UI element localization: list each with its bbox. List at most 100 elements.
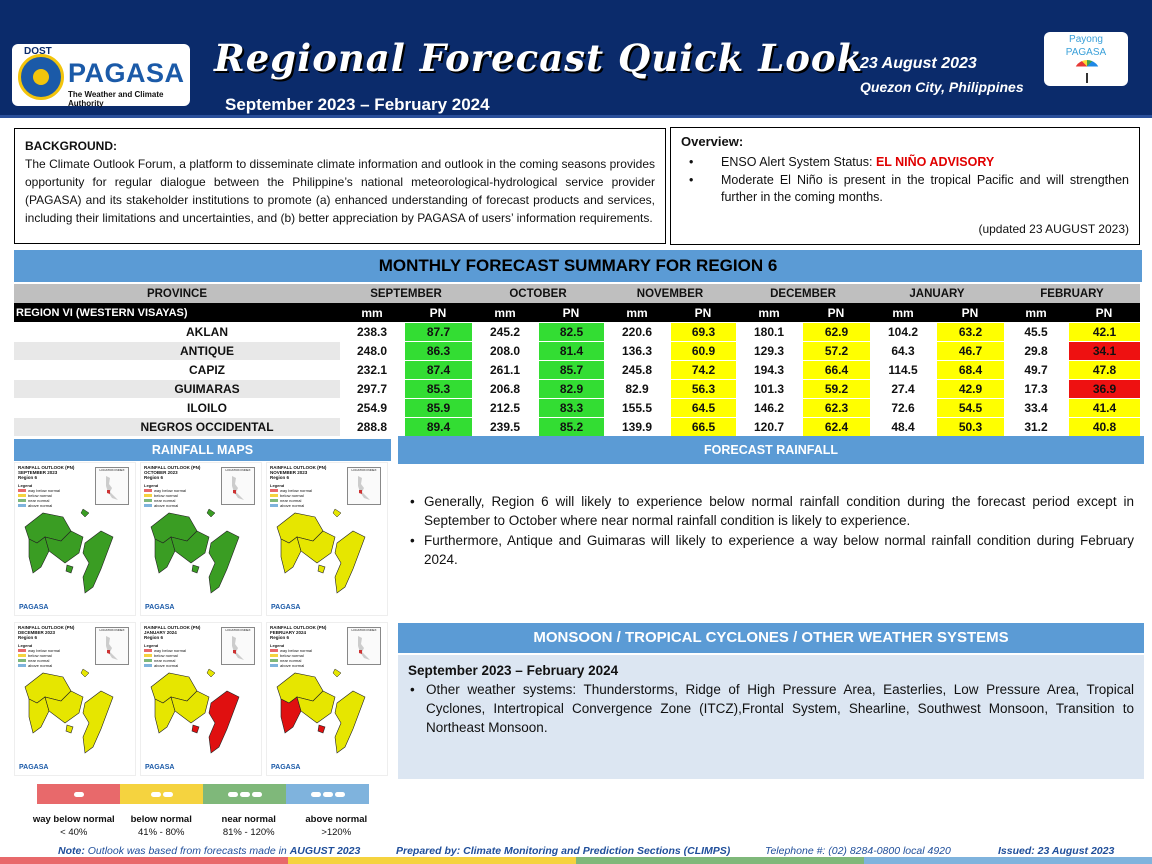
pn-cell: 41.4 — [1068, 398, 1140, 417]
legend-range: 41% - 80% — [138, 827, 185, 838]
map-legend: Legend way below normal below normal near n… — [18, 483, 60, 508]
pn-header: PN — [404, 303, 472, 322]
mm-cell: 120.7 — [736, 417, 802, 436]
stripe-blue — [864, 857, 1152, 864]
map-legend-label: above normal — [28, 663, 53, 668]
legend-swatch — [270, 489, 278, 493]
map-brand: PAGASA — [19, 764, 49, 771]
pn-cell: 46.7 — [936, 341, 1004, 360]
overview-item-elnino: Moderate El Niño is present in the tropi… — [681, 172, 1129, 206]
philippines-icon — [106, 636, 118, 660]
pn-cell: 81.4 — [538, 341, 604, 360]
mm-cell: 180.1 — [736, 322, 802, 341]
locator-label: LOCATION INDEX — [99, 628, 125, 632]
pn-cell: 57.2 — [802, 341, 870, 360]
rainfall-map: RAINFALL OUTLOOK (PN) FEBRUARY 2024 Region… — [266, 622, 388, 776]
locator-map: LOCATION INDEX — [347, 627, 381, 665]
stripe-red — [0, 857, 288, 864]
map-legend-label: way below normal — [154, 648, 187, 653]
legend-range: >120% — [321, 827, 352, 838]
map-legend: Legend way below normal below normal near n… — [270, 483, 312, 508]
mm-cell: 245.8 — [604, 360, 670, 379]
map-legend-label: near normal — [280, 658, 302, 663]
legend-label: way below normal — [32, 814, 115, 825]
cloud-icon — [150, 791, 161, 797]
payong-line1: Payong — [1069, 34, 1103, 45]
map-legend-title: Legend — [18, 643, 33, 648]
map-legend-label: below normal — [154, 493, 178, 498]
map-legend-label: way below normal — [280, 648, 313, 653]
overview-box: Overview: ENSO Alert System Status: EL N… — [670, 127, 1140, 245]
map-legend-row: way below normal — [270, 648, 312, 653]
map-title: RAINFALL OUTLOOK (PN) FEBRUARY 2024 Region… — [270, 625, 326, 640]
pn-header: PN — [802, 303, 870, 322]
map-legend-label: near normal — [280, 498, 302, 503]
region6-map-icon — [276, 668, 366, 754]
locator-map: LOCATION INDEX — [221, 467, 255, 505]
pn-cell: 64.5 — [670, 398, 736, 417]
footer-telephone: Telephone #: (02) 8284-0800 local 4920 — [765, 845, 951, 857]
mm-cell: 254.9 — [340, 398, 404, 417]
map-brand: PAGASA — [271, 604, 301, 611]
mm-cell: 29.8 — [1004, 341, 1068, 360]
legend-swatch — [144, 649, 152, 653]
map-month: OCTOBER 2023 — [144, 470, 178, 475]
map-legend-label: way below normal — [28, 648, 61, 653]
map-legend-label: way below normal — [28, 488, 61, 493]
category-legend-labels: way below normal < 40% below normal 41% - 8… — [30, 813, 380, 839]
map-legend-label: below normal — [28, 493, 52, 498]
table-row: AKLAN 238.3 87.7 245.2 82.5 220.6 69.3 180.1 62.… — [14, 322, 1140, 341]
locator-label: LOCATION INDEX — [225, 468, 251, 472]
pagasa-logo: DOST PAGASA The Weather and Climate Auth… — [12, 44, 190, 108]
legend-swatch — [203, 784, 286, 804]
logo-tagline: The Weather and Climate Authority — [68, 90, 164, 108]
pn-cell: 63.2 — [936, 322, 1004, 341]
list-item: Furthermore, Antique and Guimaras will l… — [408, 531, 1134, 569]
pn-cell: 34.1 — [1068, 341, 1140, 360]
mm-cell: 261.1 — [472, 360, 538, 379]
map-title-text: RAINFALL OUTLOOK (PN) — [270, 625, 327, 630]
payong-pagasa-logo: Payong PAGASA — [1044, 32, 1128, 86]
legend-swatch — [144, 664, 152, 668]
prepared-text: Prepared by: Climate Monitoring and Pred… — [396, 845, 731, 857]
region6-map-icon — [24, 508, 114, 594]
forecast-summary-table: PROVINCE SEPTEMBER OCTOBER NOVEMBER DECE… — [14, 284, 1140, 436]
map-legend-label: below normal — [280, 653, 304, 658]
province-cell: GUIMARAS — [14, 379, 340, 398]
province-cell: ILOILO — [14, 398, 340, 417]
header-date: 23 August 2023 — [860, 55, 977, 72]
logo-name: PAGASA — [68, 58, 185, 88]
cloud-icon — [310, 791, 321, 797]
pn-cell: 74.2 — [670, 360, 736, 379]
table-row: ANTIQUE 248.0 86.3 208.0 81.4 136.3 60.9 129.3 5… — [14, 341, 1140, 360]
legend-swatch — [144, 659, 152, 663]
cloud-icon — [239, 791, 250, 797]
legend-swatch — [144, 499, 152, 503]
background-text: The Climate Outlook Forum, a platform to… — [25, 157, 655, 225]
mm-cell: 238.3 — [340, 322, 404, 341]
locator-map: LOCATION INDEX — [95, 627, 129, 665]
map-legend-row: above normal — [144, 663, 186, 668]
mm-cell: 208.0 — [472, 341, 538, 360]
map-title-text: RAINFALL OUTLOOK (PN) — [18, 625, 75, 630]
mm-cell: 194.3 — [736, 360, 802, 379]
map-legend-title: Legend — [270, 483, 285, 488]
pn-cell: 62.3 — [802, 398, 870, 417]
map-region: Region 6 — [144, 635, 164, 640]
map-legend-row: below normal — [270, 653, 312, 658]
rainfall-map: RAINFALL OUTLOOK (PN) JANUARY 2024 Region … — [140, 622, 262, 776]
overview-item-enso: ENSO Alert System Status: EL NIÑO ADVISO… — [681, 154, 1129, 171]
legend-swatch — [18, 494, 26, 498]
legend-swatch — [37, 784, 120, 804]
legend-label: near normal — [221, 814, 276, 825]
pn-cell: 87.4 — [404, 360, 472, 379]
map-legend-row: way below normal — [18, 488, 60, 493]
map-title: RAINFALL OUTLOOK (PN) DECEMBER 2023 Region… — [18, 625, 74, 640]
month-header: DECEMBER — [736, 284, 870, 303]
map-title-text: RAINFALL OUTLOOK (PN) — [18, 465, 75, 470]
pn-cell: 42.9 — [936, 379, 1004, 398]
umbrella-icon — [1074, 60, 1100, 83]
legend-swatch — [18, 504, 26, 508]
map-month: FEBRUARY 2024 — [270, 630, 307, 635]
pn-cell: 56.3 — [670, 379, 736, 398]
